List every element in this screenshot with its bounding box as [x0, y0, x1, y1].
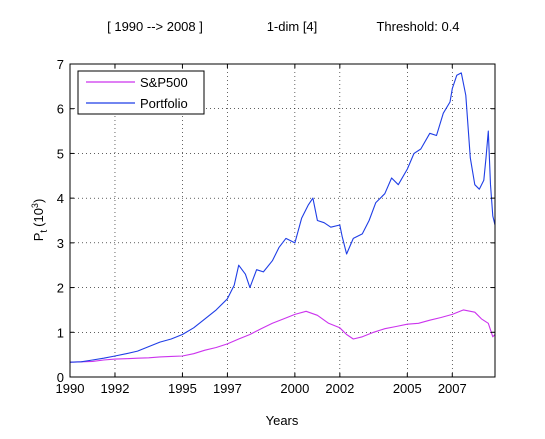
y-tick-label: 7	[57, 57, 64, 72]
x-axis-label: Years	[266, 413, 299, 428]
series-layer	[69, 72, 496, 363]
y-tick-label: 0	[57, 370, 64, 385]
title-part-1: [ 1990 --> 2008 ]	[107, 19, 203, 34]
plot-area	[70, 64, 495, 377]
y-axis-label-exp: 3	[30, 203, 40, 208]
x-tick-label: 1990	[56, 381, 85, 396]
x-tick-label: 2002	[325, 381, 354, 396]
y-tick-label: 2	[57, 281, 64, 296]
plot-frame	[69, 63, 496, 378]
y-tick-label: 6	[57, 102, 64, 117]
series-line-portfolio	[69, 72, 496, 363]
legend-label-sp500: S&P500	[140, 75, 188, 90]
x-tick-label: 1997	[213, 381, 242, 396]
y-tick-label: 3	[57, 236, 64, 251]
series-line-sp500	[69, 309, 496, 363]
y-axis-label-paren-open: (10	[31, 208, 46, 227]
y-tick-label: 1	[57, 325, 64, 340]
x-tick-label: 2005	[393, 381, 422, 396]
y-axis-label-main: P	[31, 233, 46, 242]
legend-box	[77, 70, 205, 115]
legend: S&P500 Portfolio	[77, 70, 205, 115]
y-axis-label: Pt (103)	[30, 199, 50, 242]
y-tick-label: 4	[57, 191, 64, 206]
x-tick-label: 1995	[168, 381, 197, 396]
title-part-3: Threshold: 0.4	[376, 19, 459, 34]
x-tick-label: 1992	[101, 381, 130, 396]
y-axis-label-paren-close: )	[31, 199, 46, 203]
legend-label-portfolio: Portfolio	[140, 96, 188, 111]
title-part-2: 1-dim [4]	[267, 19, 318, 34]
ticks	[69, 63, 495, 378]
x-tick-label: 2000	[280, 381, 309, 396]
x-tick-label: 2007	[438, 381, 467, 396]
y-tick-label: 5	[57, 146, 64, 161]
tick-labels: 1990 1992 1995 1997 2000 2002 2005 2007 0 1 2 3 4 5 6 7	[56, 57, 467, 396]
y-axis-label-sub: t	[39, 230, 50, 233]
